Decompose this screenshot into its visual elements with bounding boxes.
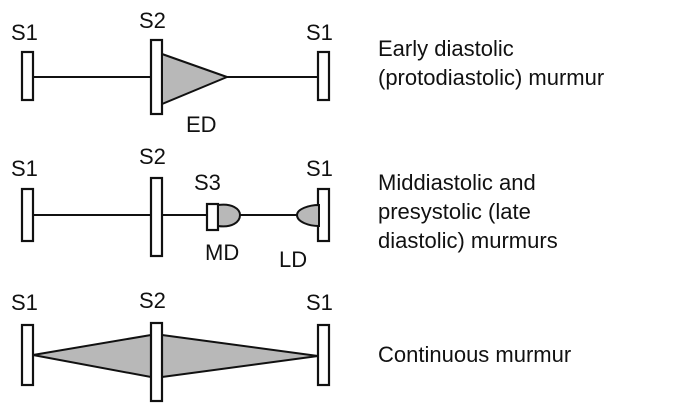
s2-label: S2 (139, 288, 166, 313)
s3-label: S3 (194, 170, 221, 195)
continuous-murmur-shape (32, 334, 319, 378)
presystolic-murmur-shape (295, 203, 320, 228)
s1-label: S1 (11, 20, 38, 45)
s1-sound-bar (20, 50, 35, 102)
s1-sound-bar (20, 187, 35, 243)
row-middiastolic-presystolic: S1 S2 S1 S3 MD LD Middiastolic and presy… (11, 144, 558, 272)
s3-sound-bar (205, 202, 220, 232)
s1-label: S1 (306, 156, 333, 181)
s1-label: S1 (306, 20, 333, 45)
s1-sound-bar (316, 323, 331, 387)
s2-label: S2 (139, 8, 166, 33)
ld-label: LD (279, 247, 307, 272)
s1-label: S1 (306, 290, 333, 315)
middiastolic-murmur-shape (217, 203, 242, 228)
row-early-diastolic: S1 S2 S1 ED Early diastolic (protodiasto… (11, 8, 604, 137)
early-diastolic-murmur-shape (161, 52, 230, 106)
s2-sound-bar (149, 321, 164, 403)
s2-label: S2 (139, 144, 166, 169)
s2-sound-bar (149, 176, 164, 258)
row-continuous: S1 S2 S1 Continuous murmur (11, 288, 571, 403)
s1-sound-bar (316, 50, 331, 102)
s1-sound-bar (20, 323, 35, 387)
s2-sound-bar (149, 38, 164, 116)
s1-label: S1 (11, 156, 38, 181)
s1-label: S1 (11, 290, 38, 315)
caption-line: Continuous murmur (378, 342, 571, 367)
caption-line: Early diastolic (378, 36, 514, 61)
caption-line: (protodiastolic) murmur (378, 65, 604, 90)
caption-line: Middiastolic and (378, 170, 536, 195)
md-label: MD (205, 240, 239, 265)
ed-label: ED (186, 112, 217, 137)
caption-line: diastolic) murmurs (378, 228, 558, 253)
caption-line: presystolic (late (378, 199, 531, 224)
